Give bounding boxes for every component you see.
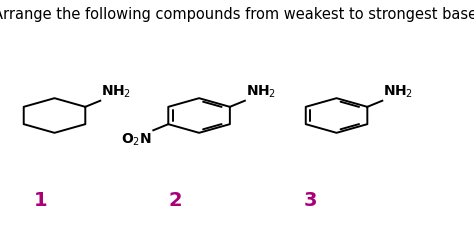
Text: 2: 2 — [169, 191, 182, 210]
Text: NH$_2$: NH$_2$ — [101, 83, 131, 100]
Text: NH$_2$: NH$_2$ — [246, 83, 276, 100]
Text: 3: 3 — [304, 191, 317, 210]
Text: O$_2$N: O$_2$N — [121, 131, 152, 148]
Text: 1: 1 — [34, 191, 47, 210]
Text: NH$_2$: NH$_2$ — [383, 83, 413, 100]
Text: Arrange the following compounds from weakest to strongest base.: Arrange the following compounds from wea… — [0, 7, 474, 22]
